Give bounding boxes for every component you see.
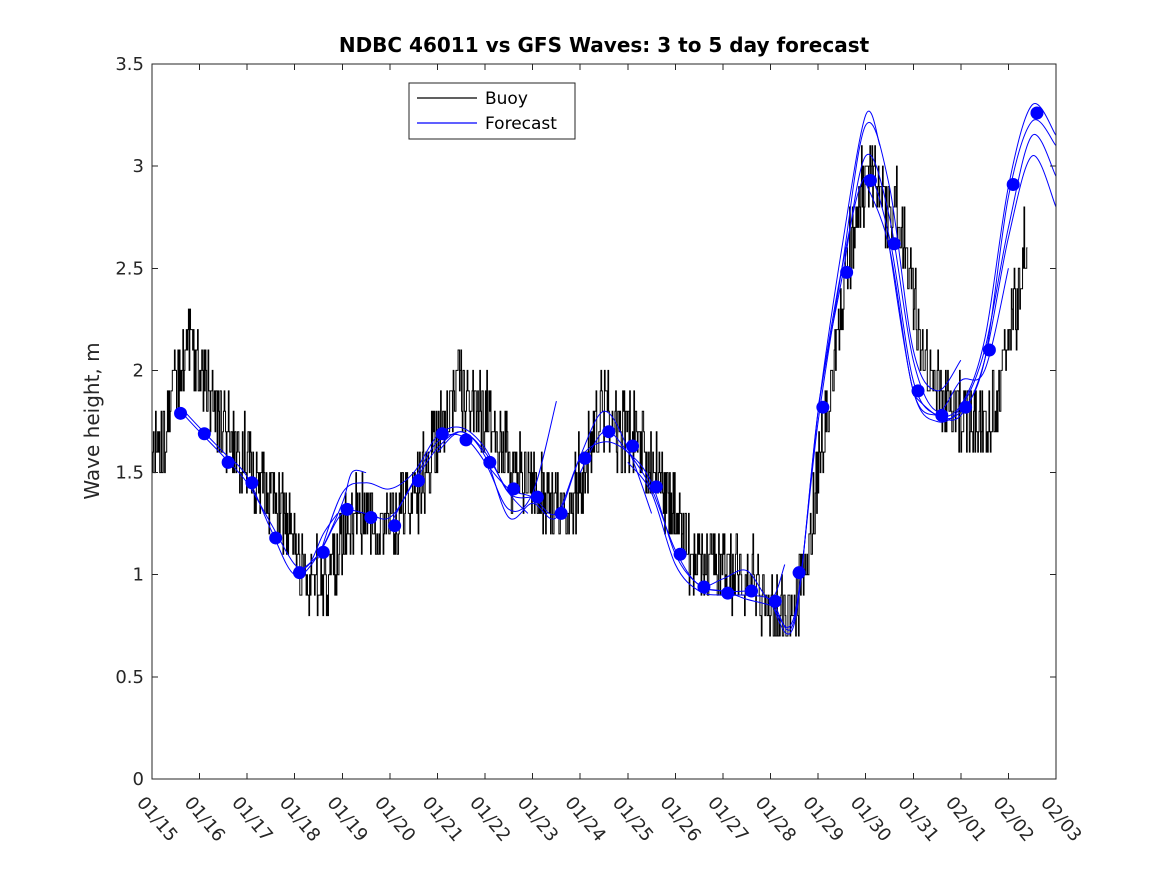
forecast-marker bbox=[626, 439, 640, 453]
forecast-marker bbox=[364, 511, 378, 525]
legend: Buoy Forecast bbox=[408, 82, 576, 140]
axes-box bbox=[151, 63, 1057, 780]
legend-forecast-label: Forecast bbox=[485, 114, 557, 134]
buoy-series bbox=[152, 145, 1028, 637]
forecast-marker bbox=[959, 400, 973, 414]
forecast-run-line bbox=[627, 110, 881, 631]
y-tick-label: 1.5 bbox=[115, 463, 144, 484]
forecast-marker bbox=[982, 343, 996, 357]
forecast-run-line bbox=[699, 122, 962, 628]
forecast-run-line bbox=[180, 406, 367, 576]
forecast-run-line bbox=[579, 430, 786, 600]
forecast-marker bbox=[768, 594, 782, 608]
forecast-run-line bbox=[437, 410, 653, 520]
forecast-marker bbox=[1030, 106, 1044, 120]
forecast-marker bbox=[292, 566, 306, 580]
y-axis: 0 0.5 1 1.5 2 2.5 3 3.5 bbox=[115, 54, 1056, 790]
forecast-marker bbox=[435, 427, 449, 441]
forecast-marker bbox=[388, 519, 402, 533]
forecast-run-line bbox=[318, 426, 533, 559]
forecast-markers bbox=[174, 106, 1044, 608]
forecast-marker bbox=[174, 406, 188, 420]
forecast-marker bbox=[721, 586, 735, 600]
forecast-marker bbox=[792, 566, 806, 580]
y-tick-label: 1 bbox=[133, 565, 144, 586]
legend-box bbox=[408, 82, 576, 140]
forecast-marker bbox=[863, 173, 877, 187]
forecast-marker bbox=[1006, 178, 1020, 192]
forecast-marker bbox=[911, 384, 925, 398]
y-tick-label: 2 bbox=[133, 360, 144, 381]
forecast-marker bbox=[483, 455, 497, 469]
forecast-marker bbox=[935, 408, 949, 422]
forecast-marker bbox=[245, 476, 259, 490]
legend-buoy-label: Buoy bbox=[485, 89, 528, 109]
y-tick-label: 0.5 bbox=[115, 667, 144, 688]
y-tick-label: 0 bbox=[133, 769, 144, 790]
y-axis-label: Wave height, m bbox=[80, 342, 104, 499]
forecast-marker bbox=[649, 480, 663, 494]
forecast-marker bbox=[269, 531, 283, 545]
forecast-marker bbox=[673, 547, 687, 561]
forecast-marker bbox=[221, 455, 235, 469]
forecast-marker bbox=[554, 506, 568, 520]
forecast-marker bbox=[530, 490, 544, 504]
y-tick-label: 3.5 bbox=[115, 54, 144, 75]
y-tick-label: 3 bbox=[133, 156, 144, 177]
forecast-run-line bbox=[888, 134, 1057, 423]
forecast-marker bbox=[459, 433, 473, 447]
forecast-marker bbox=[340, 502, 354, 516]
forecast-marker bbox=[816, 400, 830, 414]
forecast-marker bbox=[316, 545, 330, 559]
forecast-marker bbox=[840, 265, 854, 279]
forecast-marker bbox=[744, 584, 758, 598]
forecast-marker bbox=[578, 451, 592, 465]
buoy-line bbox=[152, 145, 1028, 637]
forecast-marker bbox=[887, 237, 901, 251]
forecast-marker bbox=[411, 474, 425, 488]
chart-title: NDBC 46011 vs GFS Waves: 3 to 5 day fore… bbox=[339, 33, 870, 57]
forecast-marker bbox=[197, 427, 211, 441]
forecast-marker bbox=[507, 482, 521, 496]
y-tick-label: 2.5 bbox=[115, 258, 144, 279]
plot-area: 00.511.522.533.5 01/1501/1601/1701/1801/… bbox=[115, 54, 1085, 846]
forecast-marker bbox=[602, 425, 616, 439]
forecast-marker bbox=[697, 580, 711, 594]
forecast-run-line bbox=[770, 153, 1009, 635]
